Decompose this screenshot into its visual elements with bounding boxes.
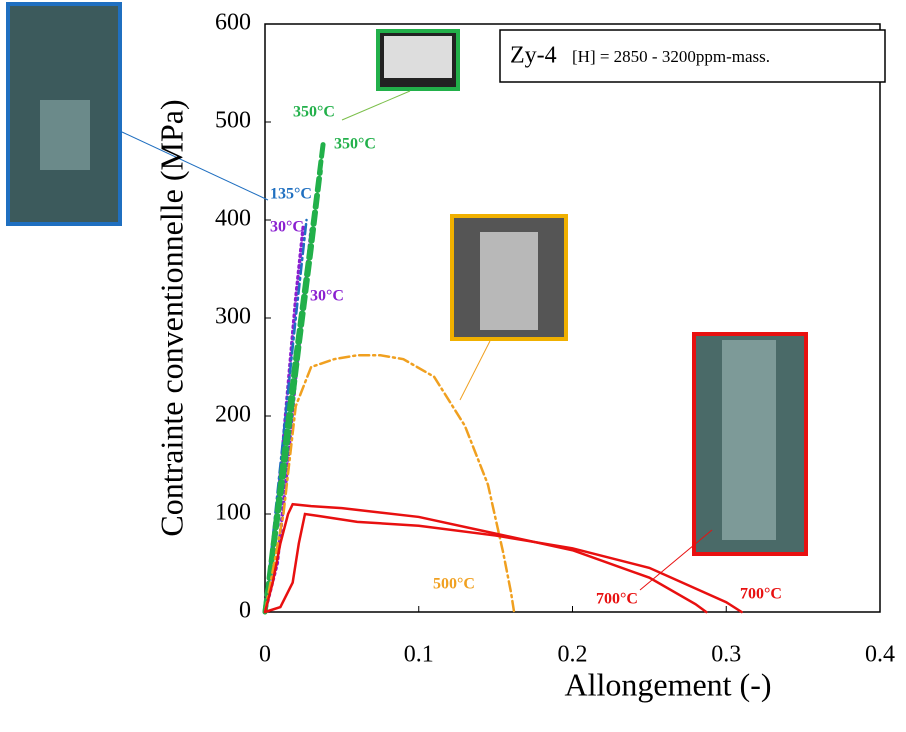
series-line <box>263 502 708 614</box>
series-label: 350°C <box>334 136 376 153</box>
y-tick-label: 0 <box>239 598 251 624</box>
series-label: 30°C <box>310 288 344 305</box>
series-label: 700°C <box>596 591 638 608</box>
photo-detail <box>40 100 90 170</box>
y-axis-title: Contrainte conventionnelle (MPa) <box>153 99 189 536</box>
photo-detail <box>384 36 452 78</box>
arrow <box>121 131 269 201</box>
x-axis-title: Allongement (-) <box>564 666 771 702</box>
inset-images <box>6 2 808 591</box>
annotation-title: Zy-4 <box>510 43 557 69</box>
y-tick-label: 200 <box>215 402 251 428</box>
photo-detail <box>722 340 776 540</box>
series-label: 700°C <box>740 586 782 603</box>
series-label: 350°C <box>293 104 335 121</box>
series-line <box>263 512 743 614</box>
y-tick-label: 100 <box>215 500 251 526</box>
y-tick-label: 600 <box>215 10 251 36</box>
y-tick-label: 400 <box>215 206 251 232</box>
series-line <box>262 168 323 615</box>
arrow <box>459 340 491 401</box>
x-tick-label: 0 <box>259 642 271 668</box>
photo-135 <box>6 2 122 226</box>
series-label: 30°C <box>270 219 304 236</box>
x-tick-label: 0.4 <box>865 642 895 668</box>
x-tick-label: 0.3 <box>711 642 741 668</box>
annotation-text: [H] = 2850 - 3200ppm-mass. <box>572 47 770 66</box>
photo-detail <box>480 232 538 330</box>
arrow <box>341 90 411 121</box>
series-label: 135°C <box>270 186 312 203</box>
annotation-box <box>499 29 886 83</box>
x-tick-label: 0.1 <box>404 642 434 668</box>
series-label: 500°C <box>433 576 475 593</box>
y-tick-label: 500 <box>215 108 251 134</box>
series-line <box>263 353 516 614</box>
x-tick-label: 0.2 <box>558 642 588 668</box>
y-tick-label: 300 <box>215 304 251 330</box>
